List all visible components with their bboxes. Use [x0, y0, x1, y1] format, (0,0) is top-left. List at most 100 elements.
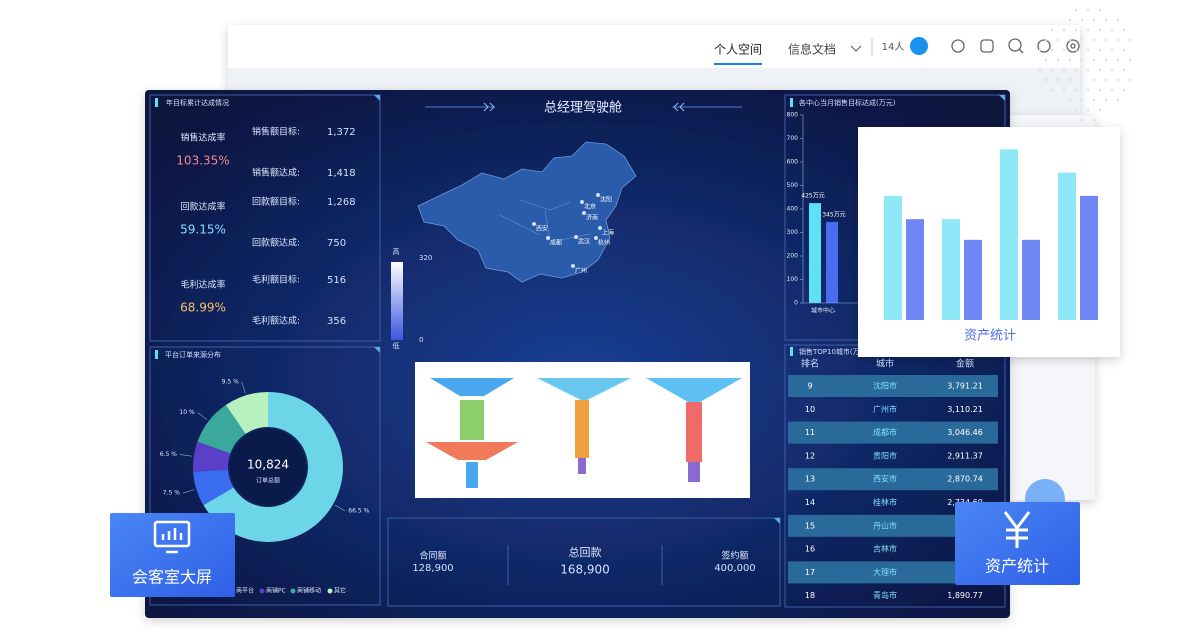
dot — [1056, 58, 1060, 62]
value-label: 345万元 — [822, 211, 845, 218]
y-tick-label: 600 — [787, 159, 799, 166]
table-cell: 11 — [805, 428, 815, 437]
table-cell: 9 — [807, 382, 812, 391]
item-label: 毛利额目标: — [252, 274, 300, 286]
dot — [1068, 78, 1072, 82]
metric-label: 销售达成率 — [180, 132, 225, 144]
city-label: 上海 — [602, 229, 614, 237]
metric-value: 68.99% — [180, 301, 226, 315]
table-cell: 西安市 — [873, 474, 897, 484]
legend-label: 320 — [419, 254, 432, 262]
funnel-charts — [415, 362, 750, 498]
dot — [1062, 28, 1066, 32]
dot — [1092, 38, 1096, 42]
dot — [1110, 48, 1114, 52]
y-tick-label: 100 — [787, 276, 799, 283]
bar — [942, 219, 960, 320]
item-value: 750 — [327, 238, 346, 249]
pie-label: 10 % — [179, 409, 195, 416]
dot — [1092, 78, 1096, 82]
item-label: 回款额目标: — [252, 196, 300, 208]
legend-label: 商平台 — [236, 587, 254, 595]
total-value: 128,900 — [412, 563, 453, 574]
dot — [1080, 118, 1084, 122]
y-tick-label: 500 — [787, 182, 799, 189]
badge-label[interactable]: 资产统计 — [985, 557, 1049, 576]
dot — [1122, 68, 1126, 72]
dot — [1080, 18, 1084, 22]
dot — [1068, 58, 1072, 62]
table-cell: 3,110.21 — [947, 405, 983, 414]
table-row-bg — [788, 375, 998, 397]
table-cell: 10 — [805, 405, 815, 414]
table-cell: 桂林市 — [873, 497, 897, 507]
legend-label: 0 — [419, 336, 423, 344]
dot — [1086, 68, 1090, 72]
bar — [826, 221, 838, 303]
table-cell: 13 — [805, 475, 815, 484]
table-cell: 16 — [805, 545, 815, 554]
city-dot — [571, 264, 575, 268]
dot — [1092, 58, 1096, 62]
table-row-bg — [788, 421, 998, 444]
item-value: 516 — [327, 275, 346, 286]
leader-line — [182, 489, 195, 494]
y-tick-label: 200 — [787, 253, 799, 260]
bar — [964, 239, 982, 320]
legend-label: 其它 — [334, 587, 346, 595]
bar — [906, 219, 924, 320]
leader-line — [241, 381, 246, 394]
city-label: 武汉 — [578, 238, 590, 246]
panel-title: 平台订单来源分布 — [165, 350, 221, 359]
map — [417, 141, 637, 283]
pie-slice — [193, 469, 234, 506]
dot — [1086, 8, 1090, 12]
dot — [1062, 48, 1066, 52]
table-cell: 沈阳市 — [873, 381, 897, 391]
leader-line — [197, 412, 208, 421]
badge[interactable] — [110, 513, 235, 597]
item-label: 销售额达成: — [252, 167, 300, 179]
table-cell: 成都市 — [873, 427, 897, 437]
dot — [1116, 78, 1120, 82]
dot — [1116, 98, 1120, 102]
city-dot — [582, 211, 586, 215]
y-tick-label: 800 — [787, 112, 799, 119]
y-tick-label: 700 — [787, 135, 799, 142]
dot — [1074, 108, 1078, 112]
table-cell: 1,890.77 — [947, 591, 983, 600]
dot — [1110, 28, 1114, 32]
legend-dot — [327, 588, 333, 594]
table-cell: 17 — [805, 568, 815, 577]
pie-center — [230, 429, 306, 505]
legend-label: 高 — [393, 247, 400, 256]
pie-label: 66.5 % — [348, 508, 369, 515]
tab[interactable]: 个人空间 — [714, 43, 762, 57]
toolbar-icons[interactable] — [951, 38, 1080, 54]
dot — [1086, 48, 1090, 52]
tab[interactable]: 信息文档 — [788, 42, 836, 57]
dot — [1080, 58, 1084, 62]
table-cell: 15 — [805, 521, 815, 530]
badge-label[interactable]: 会客室大屏 — [132, 568, 212, 587]
avatar[interactable] — [910, 37, 928, 55]
table-cell: 丹山市 — [873, 520, 897, 530]
dot — [1098, 28, 1102, 32]
dot — [1086, 28, 1090, 32]
city-dot — [594, 236, 598, 240]
bar — [1058, 172, 1076, 320]
item-value: 1,268 — [327, 197, 356, 208]
city-label: 西安 — [536, 225, 548, 233]
dot — [1050, 68, 1054, 72]
dot — [1056, 78, 1060, 82]
dot — [1092, 98, 1096, 102]
city-label: 成都 — [550, 239, 562, 247]
dot — [1098, 108, 1102, 112]
city-dot — [574, 235, 578, 239]
item-label: 回款额达成: — [252, 237, 300, 249]
table-row-bg — [788, 514, 998, 537]
dot — [1038, 68, 1042, 72]
panel-title: 各中心当月销售目标达成(万元) — [799, 98, 896, 107]
total-value: 168,900 — [560, 563, 610, 577]
